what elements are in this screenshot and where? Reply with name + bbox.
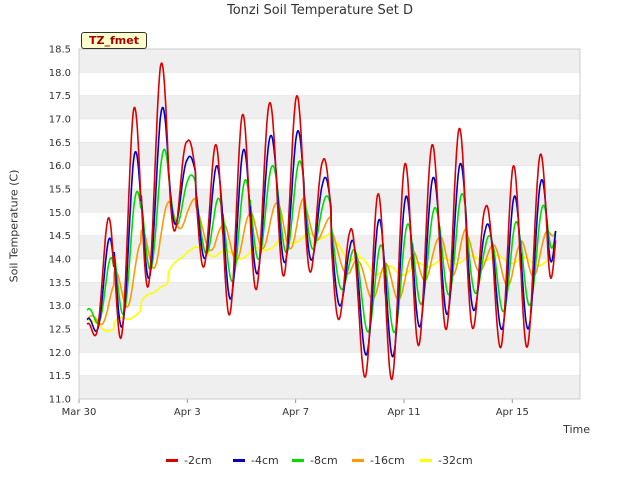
- y-tick-label: 15.5: [49, 185, 71, 196]
- legend-item: -4cm: [233, 454, 279, 467]
- x-tick-label: Apr 15: [496, 407, 529, 418]
- legend-label: -16cm: [370, 454, 405, 467]
- y-tick-label: 11.0: [49, 395, 71, 406]
- y-tick-label: 14.5: [49, 231, 71, 242]
- y-tick-label: 12.0: [49, 348, 71, 359]
- y-tick-label: 17.0: [49, 115, 71, 126]
- legend-item: -32cm: [420, 454, 473, 467]
- y-tick-label: 13.5: [49, 278, 71, 289]
- legend-item: -2cm: [166, 454, 212, 467]
- x-tick-label: Apr 3: [174, 407, 201, 418]
- y-tick-label: 12.5: [49, 325, 71, 336]
- grid-band: [79, 282, 580, 306]
- y-tick-label: 17.5: [49, 91, 71, 102]
- legend-item: -8cm: [292, 454, 338, 467]
- y-tick-label: 13.0: [49, 301, 71, 312]
- legend-label: -4cm: [251, 454, 279, 467]
- legend: -2cm -4cm -8cm -16cm -32cm: [0, 454, 640, 468]
- y-tick-label: 11.5: [49, 371, 71, 382]
- legend-swatch: [420, 458, 432, 462]
- chart-title: Tonzi Soil Temperature Set D: [226, 3, 414, 18]
- legend-swatch: [233, 458, 245, 462]
- x-tick-label: Mar 30: [62, 407, 97, 418]
- series-line-minus-2cm: [86, 62, 557, 381]
- plot-frame: [78, 48, 581, 400]
- grid-band: [79, 49, 580, 73]
- legend-swatch: [292, 458, 304, 462]
- legend-swatch: [166, 458, 178, 462]
- grid-band: [79, 142, 580, 166]
- y-tick-label: 18.5: [49, 45, 71, 56]
- y-tick-label: 15.0: [49, 208, 71, 219]
- x-tick-label: Apr 7: [282, 407, 309, 418]
- legend-item: -16cm: [352, 454, 405, 467]
- series-line-minus-16cm: [86, 197, 557, 326]
- y-tick-label: 14.0: [49, 255, 71, 266]
- grid-band: [79, 95, 580, 119]
- x-tick-label: Apr 11: [387, 407, 420, 418]
- y-tick-label: 18.0: [49, 68, 71, 79]
- legend-label: -2cm: [184, 454, 212, 467]
- legend-label: -8cm: [310, 454, 338, 467]
- legend-label: -32cm: [438, 454, 473, 467]
- site-badge: TZ_fmet: [81, 32, 147, 49]
- x-axis-label: Time: [563, 423, 590, 436]
- grid-band: [79, 375, 580, 399]
- grid-band: [79, 329, 580, 353]
- y-tick-label: 16.0: [49, 161, 71, 172]
- legend-swatch: [352, 458, 364, 462]
- series-line-minus-32cm: [86, 231, 557, 333]
- y-tick-label: 16.5: [49, 138, 71, 149]
